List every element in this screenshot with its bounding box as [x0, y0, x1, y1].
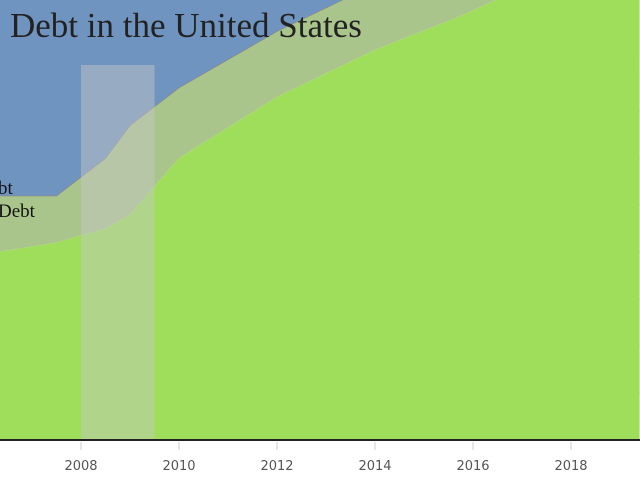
- area-series-1: [0, 0, 640, 440]
- chart-title: Debt in the United States: [10, 6, 362, 45]
- area-series-2: [0, 0, 496, 252]
- x-tick-label: 2012: [260, 459, 293, 474]
- x-tick-label: 2016: [456, 459, 489, 474]
- area-series-3: [0, 0, 342, 196]
- x-tick-label: 2010: [162, 459, 195, 474]
- x-tick-label: 2008: [64, 459, 97, 474]
- x-tick-label: 2014: [358, 459, 391, 474]
- legend-entry: Debt: [0, 201, 35, 222]
- x-tick-label: 2018: [554, 459, 587, 474]
- legend-entry: bt: [0, 178, 13, 199]
- recession-shading: [81, 65, 155, 440]
